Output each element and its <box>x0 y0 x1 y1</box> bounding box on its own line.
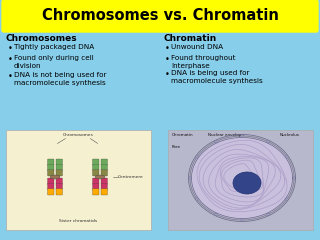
FancyBboxPatch shape <box>101 159 108 165</box>
FancyBboxPatch shape <box>56 164 62 171</box>
Text: •: • <box>165 44 170 53</box>
Text: Chromatin: Chromatin <box>172 133 194 137</box>
FancyBboxPatch shape <box>56 170 62 176</box>
Text: •: • <box>8 44 13 53</box>
Circle shape <box>267 213 269 216</box>
Text: Found throughout
Interphase: Found throughout Interphase <box>171 55 236 69</box>
Text: Pore: Pore <box>172 145 181 149</box>
Text: •: • <box>165 55 170 64</box>
FancyBboxPatch shape <box>47 170 54 176</box>
Text: Chromosomes: Chromosomes <box>6 34 78 43</box>
Text: Unwound DNA: Unwound DNA <box>171 44 223 50</box>
FancyBboxPatch shape <box>101 189 108 195</box>
Circle shape <box>286 198 288 200</box>
FancyBboxPatch shape <box>2 0 318 32</box>
Ellipse shape <box>190 136 294 220</box>
Circle shape <box>286 156 288 158</box>
Text: •: • <box>8 55 13 64</box>
Ellipse shape <box>95 175 105 179</box>
Text: •: • <box>8 72 13 81</box>
FancyBboxPatch shape <box>47 178 54 184</box>
Text: Nuclear envelope: Nuclear envelope <box>208 133 244 137</box>
FancyBboxPatch shape <box>92 159 99 165</box>
FancyBboxPatch shape <box>101 183 108 190</box>
Circle shape <box>293 177 295 179</box>
Circle shape <box>196 156 198 158</box>
Circle shape <box>241 219 243 221</box>
FancyBboxPatch shape <box>56 159 62 165</box>
Text: DNA is being used for
macromolecule synthesis: DNA is being used for macromolecule synt… <box>171 70 263 84</box>
FancyBboxPatch shape <box>47 183 54 190</box>
Circle shape <box>267 140 269 143</box>
FancyBboxPatch shape <box>92 170 99 176</box>
FancyBboxPatch shape <box>56 189 62 195</box>
Circle shape <box>196 198 198 200</box>
Text: Found only during cell
division: Found only during cell division <box>14 55 94 69</box>
Circle shape <box>189 177 191 179</box>
FancyBboxPatch shape <box>6 130 151 230</box>
Text: DNA is not being used for
macromolecule synthesis: DNA is not being used for macromolecule … <box>14 72 107 86</box>
Circle shape <box>215 213 217 216</box>
Text: Chromosomes: Chromosomes <box>63 133 93 137</box>
Text: Sister chromatids: Sister chromatids <box>59 219 97 223</box>
FancyBboxPatch shape <box>47 189 54 195</box>
Text: Nucleolus: Nucleolus <box>280 133 300 137</box>
FancyBboxPatch shape <box>168 130 313 230</box>
FancyBboxPatch shape <box>56 178 62 184</box>
Text: Centromere: Centromere <box>118 175 144 179</box>
FancyBboxPatch shape <box>101 170 108 176</box>
Ellipse shape <box>50 175 60 179</box>
Text: Tightly packaged DNA: Tightly packaged DNA <box>14 44 94 50</box>
FancyBboxPatch shape <box>47 164 54 171</box>
FancyBboxPatch shape <box>47 159 54 165</box>
Circle shape <box>215 140 217 143</box>
FancyBboxPatch shape <box>92 178 99 184</box>
FancyBboxPatch shape <box>56 183 62 190</box>
Text: Chromosomes vs. Chromatin: Chromosomes vs. Chromatin <box>42 8 278 24</box>
FancyBboxPatch shape <box>92 183 99 190</box>
FancyBboxPatch shape <box>101 178 108 184</box>
Text: Chromatin: Chromatin <box>163 34 216 43</box>
Circle shape <box>241 135 243 137</box>
Ellipse shape <box>233 172 261 194</box>
FancyBboxPatch shape <box>101 164 108 171</box>
FancyBboxPatch shape <box>92 189 99 195</box>
Text: •: • <box>165 70 170 79</box>
FancyBboxPatch shape <box>92 164 99 171</box>
